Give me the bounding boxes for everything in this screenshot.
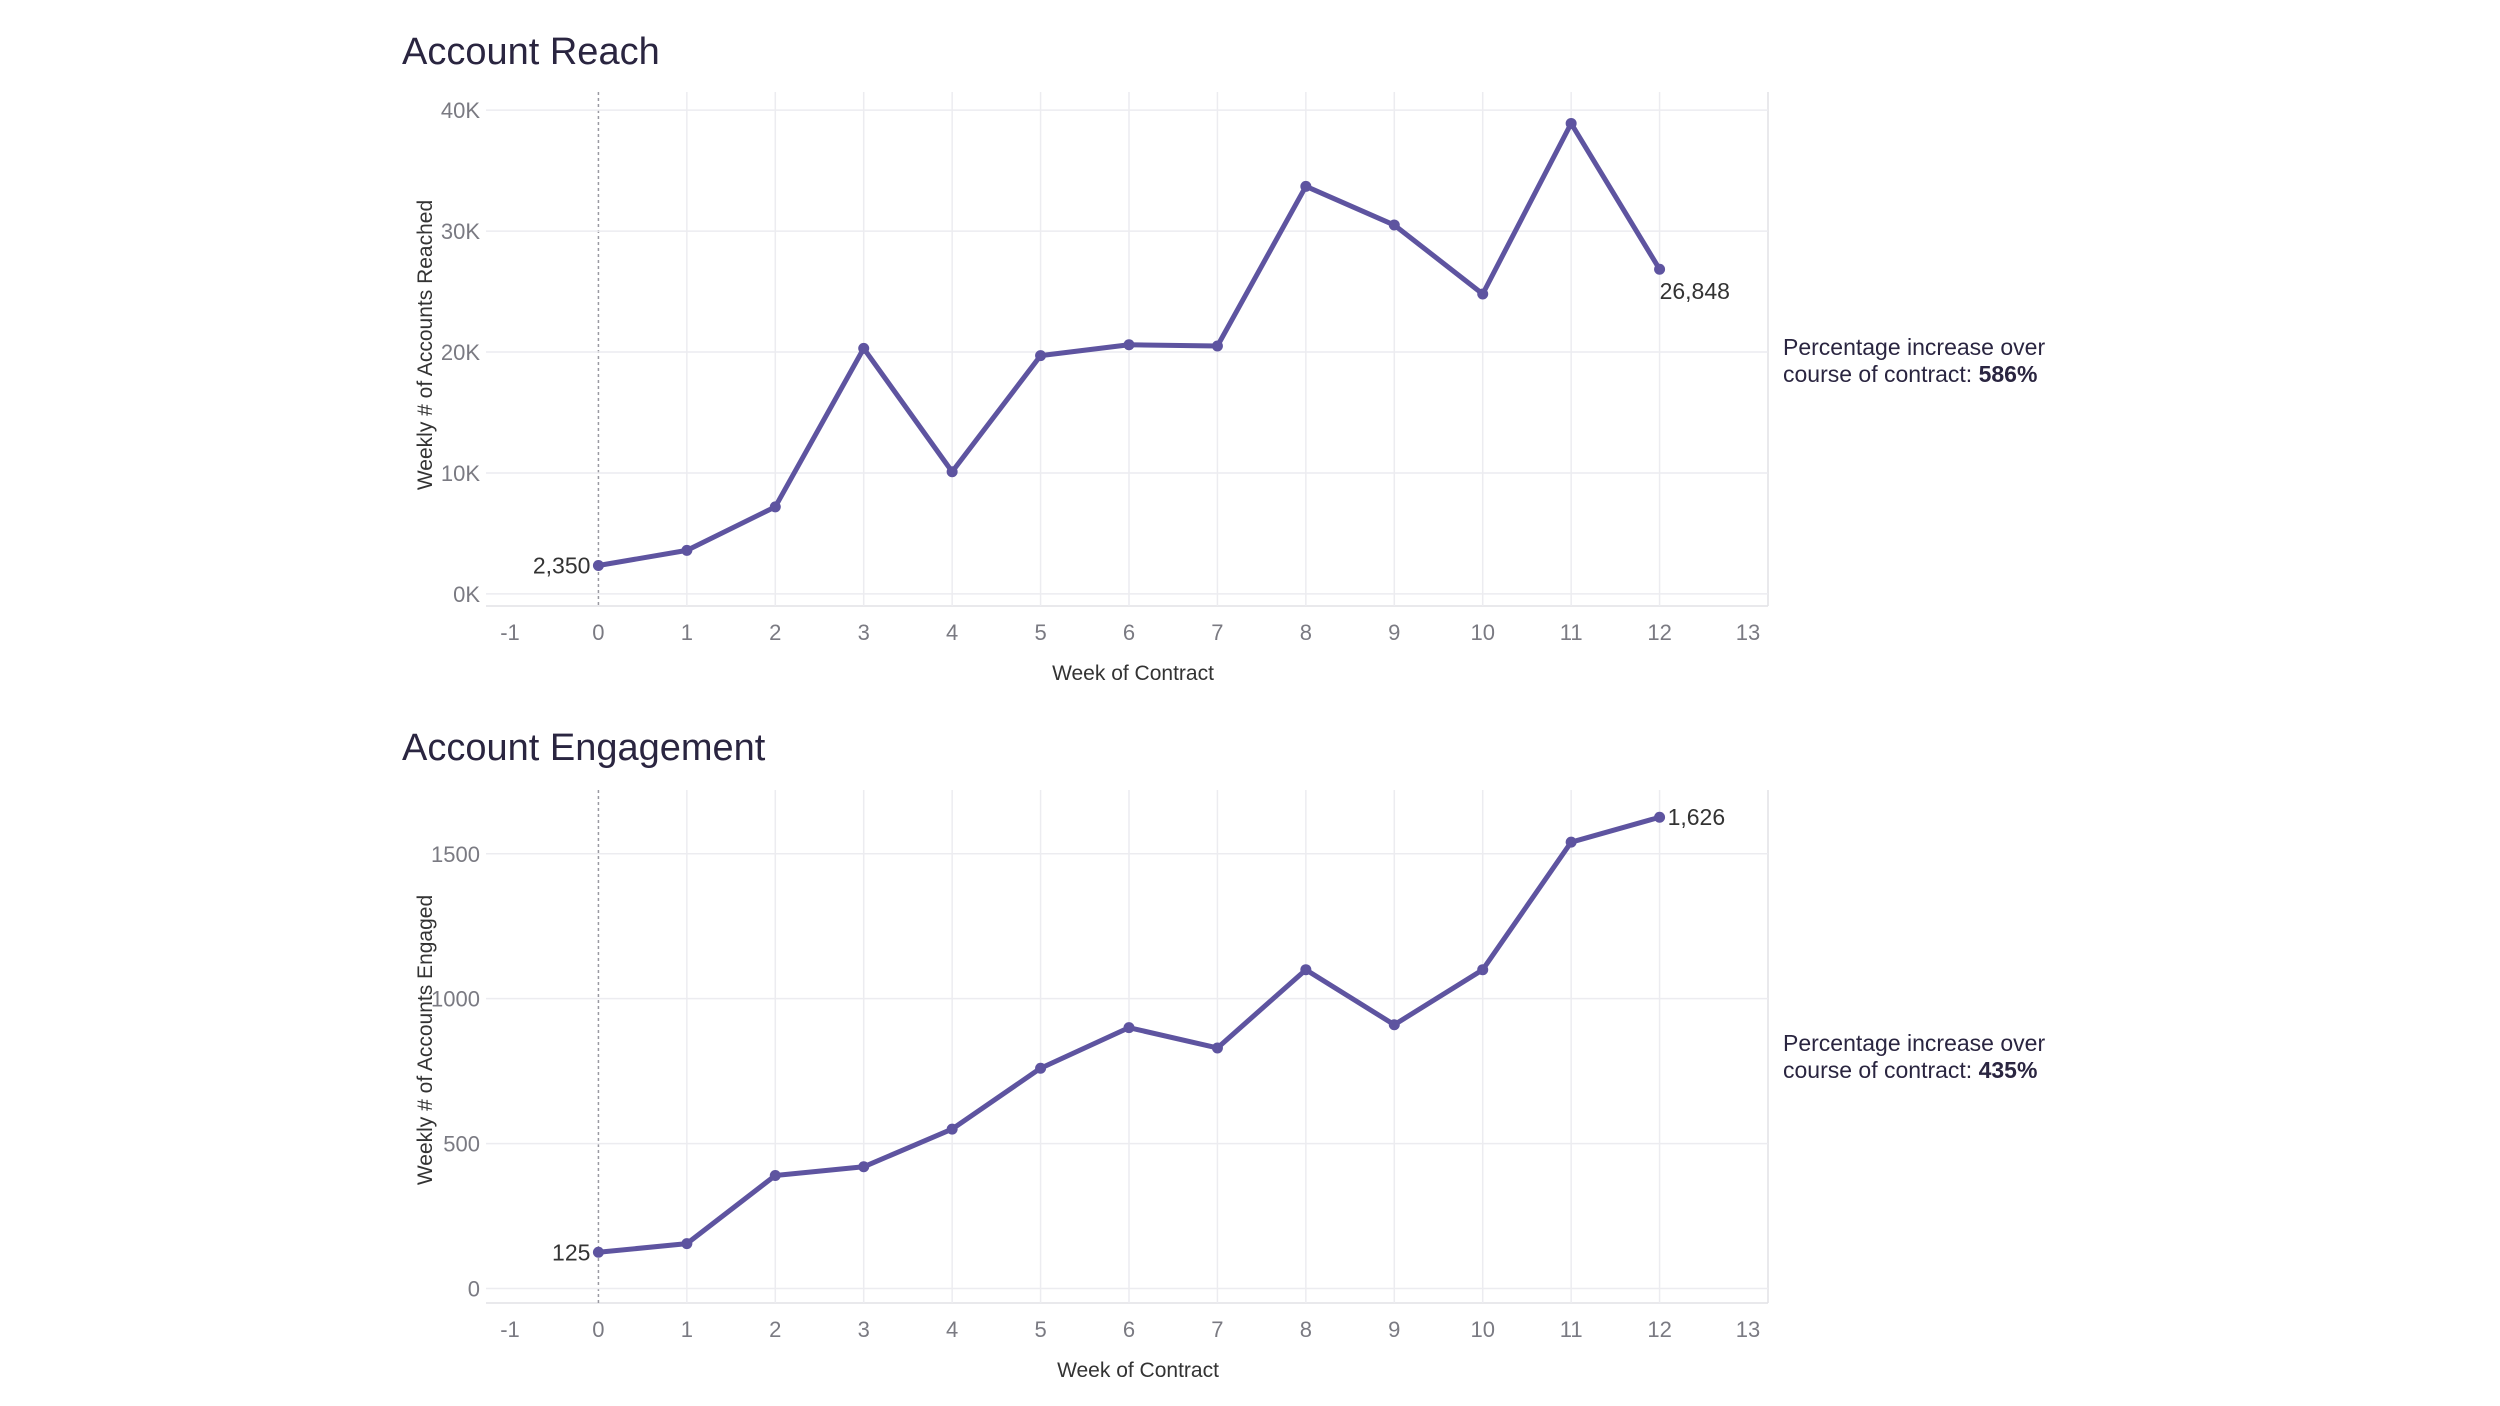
engagement-x-tick-label: 0 — [592, 1317, 604, 1342]
reach-data-point — [592, 559, 604, 571]
reach-x-ticks: -1 0 1 2 3 4 5 6 7 8 9 10 11 12 13 — [500, 620, 1760, 645]
reach-chart: Account Reach -1 0 1 2 3 4 5 6 7 8 9 10 11 12 13 0K10K… — [402, 31, 2045, 685]
engagement-data-point — [1035, 1062, 1047, 1074]
engagement-chart-title: Account Engagement — [402, 727, 766, 769]
engagement-data-point — [946, 1123, 958, 1135]
reach-data-point — [1035, 350, 1047, 362]
engagement-x-tick-label: 8 — [1300, 1317, 1312, 1342]
engagement-annotation-prefix: course of contract: — [1783, 1057, 1979, 1083]
reach-data-point — [681, 544, 693, 556]
engagement-x-tick-label: 1 — [681, 1317, 693, 1342]
engagement-x-tick-label: 2 — [769, 1317, 781, 1342]
reach-x-tick-label: 0 — [592, 620, 604, 645]
engagement-x-tick-label: 3 — [858, 1317, 870, 1342]
reach-y-axis-title: Weekly # of Accounts Reached — [414, 200, 437, 490]
reach-x-tick-label: 4 — [946, 620, 958, 645]
reach-y-tick-label: 10K — [441, 461, 480, 486]
reach-annotation-line2: course of contract: 586% — [1783, 361, 2037, 387]
reach-x-tick-label: 12 — [1647, 620, 1671, 645]
reach-x-axis-title: Week of Contract — [1052, 662, 1214, 685]
reach-annotation-line1: Percentage increase over — [1783, 334, 2045, 360]
reach-data-point — [1300, 180, 1312, 192]
engagement-annotation-line1: Percentage increase over — [1783, 1030, 2045, 1056]
reach-x-tick-label: 9 — [1388, 620, 1400, 645]
reach-data-point — [1654, 263, 1666, 275]
reach-x-tick-label: 1 — [681, 620, 693, 645]
reach-x-tick-label: 2 — [769, 620, 781, 645]
engagement-x-tick-label: 6 — [1123, 1317, 1135, 1342]
reach-data-point — [1123, 339, 1135, 351]
reach-data-label: 2,350 — [533, 552, 591, 578]
reach-x-tick-label: 3 — [858, 620, 870, 645]
reach-y-ticks: 0K 10K 20K 30K 40K — [441, 98, 480, 607]
engagement-series — [592, 811, 1666, 1258]
engagement-x-axis-title: Week of Contract — [1057, 1359, 1219, 1382]
engagement-x-tick-label: 9 — [1388, 1317, 1400, 1342]
reach-data-point — [858, 342, 870, 354]
engagement-data-point — [1211, 1042, 1223, 1054]
engagement-data-point — [592, 1246, 604, 1258]
engagement-x-tick-label: 7 — [1211, 1317, 1223, 1342]
reach-x-tick-label: 11 — [1560, 620, 1583, 645]
engagement-x-tick-label: 11 — [1560, 1317, 1583, 1342]
reach-data-labels: 2,350 26,848 — [533, 278, 1730, 578]
engagement-data-point — [1123, 1022, 1135, 1034]
reach-data-point — [1477, 288, 1489, 300]
engagement-chart: Account Engagement -1 0 1 2 3 4 5 6 7 8 9 10 11 12 13 … — [402, 727, 2045, 1382]
reach-x-tick-label: 13 — [1736, 620, 1760, 645]
reach-data-point — [1211, 340, 1223, 352]
engagement-x-tick-label: -1 — [500, 1317, 520, 1342]
reach-y-tick-label: 20K — [441, 340, 480, 365]
reach-x-tick-label: 10 — [1470, 620, 1494, 645]
engagement-y-tick-label: 500 — [443, 1132, 480, 1157]
engagement-data-point — [1477, 964, 1489, 976]
reach-data-point — [1388, 219, 1400, 231]
reach-annotation-value: 586% — [1979, 361, 2038, 387]
reach-x-tick-label: 6 — [1123, 620, 1135, 645]
reach-data-point — [946, 466, 958, 478]
reach-y-tick-label: 30K — [441, 219, 480, 244]
reach-series — [592, 117, 1666, 571]
reach-x-tick-label: 7 — [1211, 620, 1223, 645]
reach-x-tick-label: 5 — [1034, 620, 1046, 645]
engagement-data-point — [1565, 836, 1577, 848]
engagement-x-tick-label: 4 — [946, 1317, 958, 1342]
engagement-x-tick-label: 5 — [1034, 1317, 1046, 1342]
engagement-data-point — [1388, 1019, 1400, 1031]
engagement-x-tick-label: 12 — [1647, 1317, 1671, 1342]
engagement-y-tick-label: 1000 — [431, 987, 480, 1012]
engagement-annotation-value: 435% — [1979, 1057, 2038, 1083]
engagement-data-point — [769, 1169, 781, 1181]
engagement-data-label: 125 — [552, 1239, 590, 1265]
engagement-x-ticks: -1 0 1 2 3 4 5 6 7 8 9 10 11 12 13 — [500, 1317, 1760, 1342]
reach-data-label: 26,848 — [1660, 278, 1730, 304]
reach-chart-title: Account Reach — [402, 31, 660, 73]
engagement-grid — [486, 790, 1769, 1304]
reach-annotation-prefix: course of contract: — [1783, 361, 1979, 387]
engagement-data-point — [1300, 964, 1312, 976]
engagement-y-axis-title: Weekly # of Accounts Engaged — [414, 895, 437, 1185]
engagement-y-tick-label: 0 — [468, 1277, 480, 1302]
engagement-data-label: 1,626 — [1668, 804, 1726, 830]
engagement-y-tick-label: 1500 — [431, 842, 480, 867]
engagement-data-point — [681, 1238, 693, 1250]
reach-x-tick-label: -1 — [500, 620, 520, 645]
reach-y-tick-label: 40K — [441, 98, 480, 123]
engagement-data-labels: 125 1,626 — [552, 804, 1725, 1265]
engagement-data-point — [858, 1161, 870, 1173]
engagement-x-tick-label: 10 — [1470, 1317, 1494, 1342]
engagement-y-ticks: 0 500 1000 1500 — [431, 842, 480, 1302]
reach-x-tick-label: 8 — [1300, 620, 1312, 645]
engagement-data-point — [1654, 811, 1666, 823]
engagement-annotation-line2: course of contract: 435% — [1783, 1057, 2037, 1083]
reach-data-point — [769, 501, 781, 513]
reach-y-tick-label: 0K — [453, 582, 480, 607]
engagement-x-tick-label: 13 — [1736, 1317, 1760, 1342]
reach-data-point — [1565, 117, 1577, 129]
